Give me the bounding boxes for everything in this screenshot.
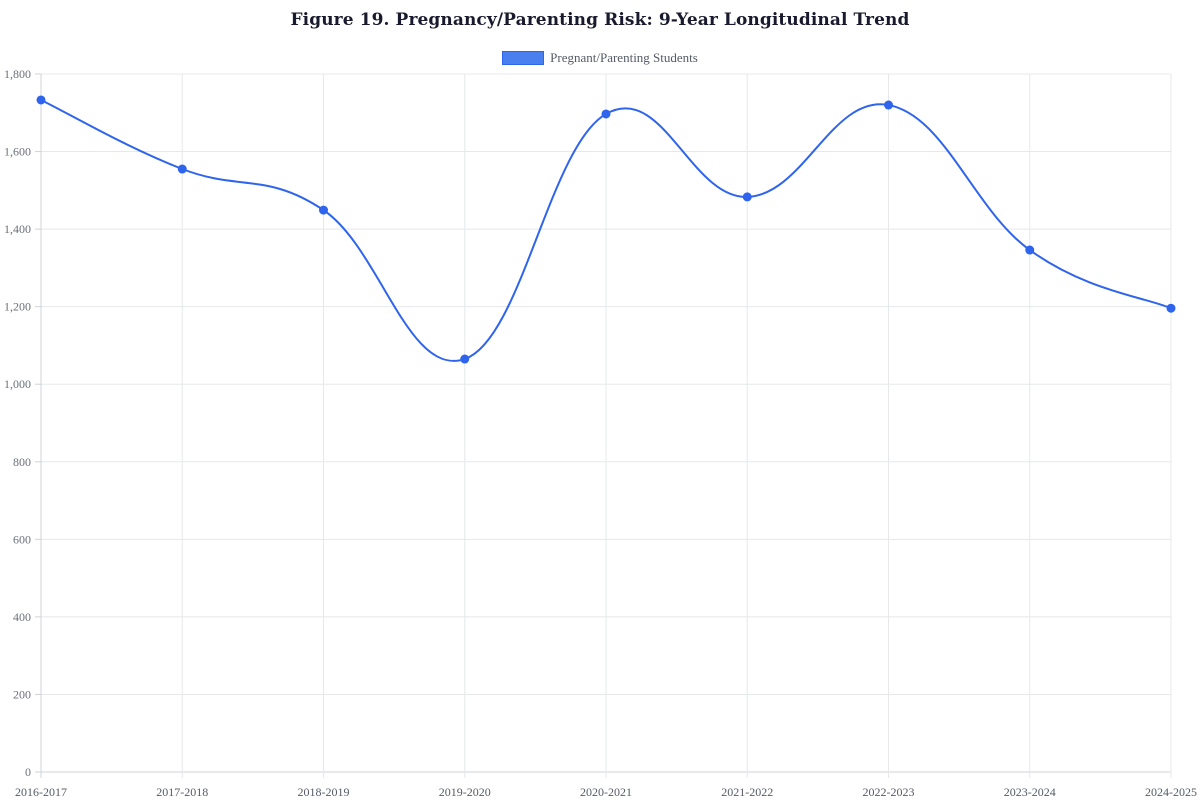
y-tick-label: 1,200 <box>4 300 31 314</box>
x-axis: 2016-2017 2017-2018 2018-2019 2019-2020 2020… <box>15 785 1197 799</box>
y-tick-label: 600 <box>13 532 31 546</box>
y-axis: 0 200 400 600 800 1,000 1,200 1,400 1,600 1,800 <box>4 67 41 779</box>
data-point[interactable] <box>1025 245 1035 255</box>
data-point[interactable] <box>460 354 470 364</box>
legend-swatch-icon[interactable] <box>502 51 545 65</box>
x-tick-label: 2020-2021 <box>580 785 632 799</box>
x-tick-label: 2019-2020 <box>439 785 491 799</box>
x-tick-label: 2022-2023 <box>863 785 915 799</box>
data-points <box>36 95 1176 364</box>
data-point[interactable] <box>742 192 752 202</box>
y-tick-label: 800 <box>13 455 31 469</box>
y-tick-label: 400 <box>13 610 31 624</box>
legend-label: Pregnant/Parenting Students <box>550 50 698 65</box>
x-tick-label: 2021-2022 <box>721 785 773 799</box>
x-tick-label: 2016-2017 <box>15 785 67 799</box>
y-tick-label: 1,800 <box>4 67 31 81</box>
data-point[interactable] <box>36 95 46 105</box>
x-tick-label: 2017-2018 <box>156 785 208 799</box>
data-point[interactable] <box>601 109 611 119</box>
data-point[interactable] <box>177 164 187 174</box>
gridlines <box>40 73 1172 778</box>
x-tick-label: 2024-2025 <box>1145 785 1197 799</box>
x-tick-label: 2018-2019 <box>298 785 350 799</box>
y-tick-label: 1,000 <box>4 377 31 391</box>
x-tick-label: 2023-2024 <box>1004 785 1056 799</box>
data-point[interactable] <box>319 205 328 215</box>
y-tick-label: 1,400 <box>4 222 31 236</box>
y-tick-label: 0 <box>25 765 31 779</box>
y-tick-label: 200 <box>13 687 31 701</box>
y-tick-label: 1,600 <box>4 145 31 159</box>
chart-title: Figure 19. Pregnancy/Parenting Risk: 9-Y… <box>290 10 910 30</box>
data-point[interactable] <box>884 100 893 110</box>
data-point[interactable] <box>1166 303 1176 313</box>
legend[interactable]: Pregnant/Parenting Students <box>0 50 1200 66</box>
